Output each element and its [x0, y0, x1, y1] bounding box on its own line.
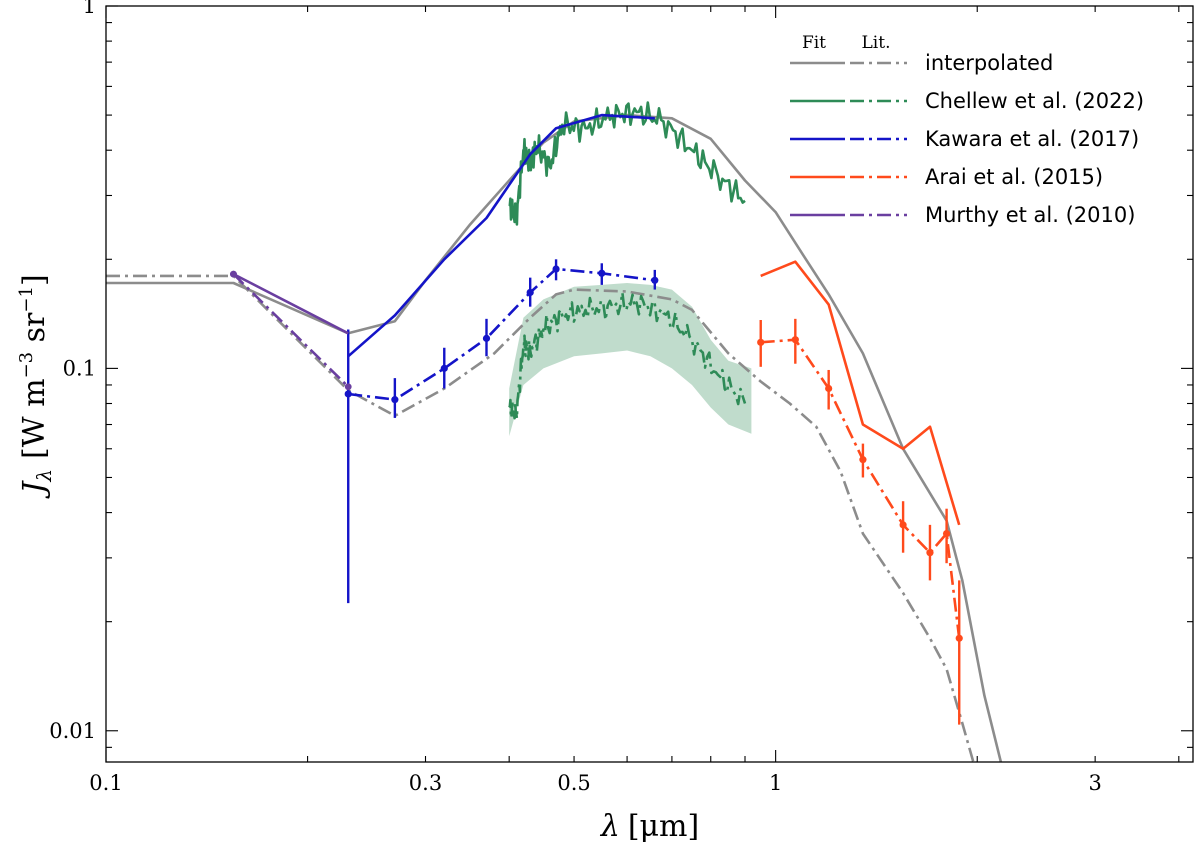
point-kawara-et-al-2017-lit: [651, 276, 659, 284]
uncertainty-bands: [509, 283, 752, 437]
line-interpolated-lit: [106, 274, 975, 762]
series-kawara-et-al-2017-fit: [347, 113, 655, 358]
series-kawara-et-al-2017-lit: [344, 259, 659, 604]
legend-header-fit: Fit: [802, 33, 826, 53]
series-interpolated-fit: [106, 113, 1003, 762]
line-kawara-et-al-2017-fit: [347, 113, 655, 358]
series-murthy-et-al-2010-fit: [230, 270, 349, 335]
line-interpolated-fit: [106, 113, 1003, 762]
point-arai-et-al-2015-lit: [757, 338, 765, 346]
y-tick-label: 0.01: [49, 719, 96, 743]
line-chellew-et-al-2022-fit: [508, 101, 746, 226]
legend-label: Kawara et al. (2017): [925, 127, 1139, 151]
line-murthy-et-al-2010-fit: [232, 272, 349, 335]
legend-label: interpolated: [925, 51, 1053, 75]
point-kawara-et-al-2017-lit: [598, 269, 606, 277]
x-tick-label: 0.5: [557, 771, 590, 795]
legend-label: Murthy et al. (2010): [925, 203, 1135, 227]
point-kawara-et-al-2017-lit: [391, 396, 399, 404]
legend-entry-kawara-et-al-2017: Kawara et al. (2017): [790, 127, 1139, 151]
series-murthy-et-al-2010-lit: [230, 270, 352, 391]
point-arai-et-al-2015-lit: [791, 336, 799, 344]
legend-entry-murthy-et-al-2010: Murthy et al. (2010): [790, 203, 1135, 227]
line-chellew-et-al-2022-lit: [508, 291, 747, 420]
x-axis-label: λ [μm]: [600, 809, 699, 844]
point-arai-et-al-2015-lit: [942, 530, 951, 538]
point-arai-et-al-2015-lit: [926, 549, 934, 557]
series-interpolated-lit: [106, 274, 975, 762]
legend-entry-chellew-et-al-2022: Chellew et al. (2022): [790, 89, 1144, 113]
x-tick-label: 0.3: [409, 771, 442, 795]
point-arai-et-al-2015-lit: [955, 634, 963, 642]
point-kawara-et-al-2017-lit: [440, 364, 448, 372]
legend-label: Arai et al. (2015): [925, 165, 1103, 189]
point-arai-et-al-2015-lit: [899, 521, 907, 529]
tick-labels: 0.1 0.3 0.5 1 3 0.01 0.1 1: [49, 0, 1102, 795]
series-chellew-et-al-2022-lit: [508, 291, 747, 420]
legend-label: Chellew et al. (2022): [925, 89, 1144, 113]
legend-entry-interpolated: interpolated: [790, 51, 1053, 75]
legend: Fit Lit. interpolated Chellew et al. (202…: [790, 33, 1144, 227]
x-tick-label: 1: [769, 771, 782, 795]
series-arai-et-al-2015-fit: [760, 260, 961, 526]
series-arai-et-al-2015-lit: [757, 318, 963, 725]
point-murthy-et-al-2010-lit: [344, 383, 352, 391]
band-chellew-et-al-2022-uncertainty: [509, 283, 752, 437]
line-kawara-et-al-2017-lit: [348, 267, 655, 401]
point-kawara-et-al-2017-lit: [552, 265, 560, 273]
x-tick-label: 0.1: [89, 771, 122, 795]
point-kawara-et-al-2017-lit: [344, 390, 352, 398]
point-kawara-et-al-2017-lit: [482, 334, 491, 342]
line-arai-et-al-2015-lit: [760, 338, 961, 639]
point-kawara-et-al-2017-lit: [526, 288, 534, 297]
plot-frame: [105, 5, 1194, 763]
axes-ticks: [105, 5, 1193, 762]
point-arai-et-al-2015-lit: [859, 456, 867, 464]
y-tick-label: 0.1: [63, 356, 96, 380]
series-chellew-et-al-2022-fit: [508, 101, 746, 226]
legend-header-lit: Lit.: [862, 33, 891, 53]
y-tick-label: 1: [83, 0, 96, 18]
line-arai-et-al-2015-fit: [760, 260, 961, 526]
point-murthy-et-al-2010-lit: [230, 270, 237, 278]
y-axis-label: Jλ[W m−3 sr−1]: [16, 274, 56, 499]
data-series: [106, 101, 1003, 762]
x-tick-label: 3: [1088, 771, 1101, 795]
legend-entry-arai-et-al-2015: Arai et al. (2015): [790, 165, 1103, 189]
point-arai-et-al-2015-lit: [825, 384, 833, 393]
